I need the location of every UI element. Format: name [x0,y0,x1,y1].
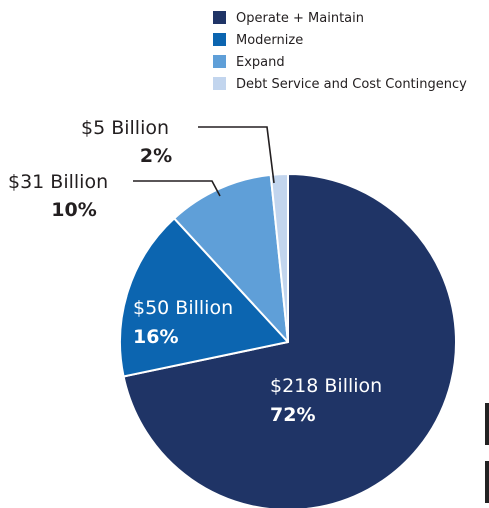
legend-label-expand[interactable]: Expand [236,55,285,70]
legend: Operate + Maintain Modernize Expand Debt… [213,11,467,92]
pie-slice-debt-service-and-cost-contingency[interactable] [269,173,289,343]
legend-swatch-operate-maintain [213,11,226,24]
legend-swatch-modernize [213,33,226,46]
data-label-modernize-value: $50 Billion [133,297,233,319]
data-label-expand-value: $31 Billion [8,171,108,193]
legend-label-debt-service[interactable]: Debt Service and Cost Contingency [236,77,467,92]
data-label-operate-maintain-percent: 72% [270,404,315,426]
legend-swatch-expand [213,55,226,68]
legend-label-modernize[interactable]: Modernize [236,33,303,48]
leader-line-debt-service [198,126,275,184]
edge-mark-top [485,403,489,445]
pie-slice-operate-maintain[interactable] [122,173,457,508]
data-label-expand-percent: 10% [51,199,96,221]
data-labels: $5 Billion 2% $31 Billion 10% $50 Billio… [8,117,382,426]
pie-slice-expand[interactable] [173,173,289,343]
data-label-debt-service-percent: 2% [140,145,172,167]
leader-lines [133,126,275,197]
data-label-modernize-percent: 16% [133,326,178,348]
data-label-operate-maintain-value: $218 Billion [270,375,382,397]
leader-line-expand [133,180,221,197]
legend-swatch-debt-service [213,77,226,90]
pie-slice-modernize[interactable] [119,217,289,378]
pie-slices [119,173,457,508]
legend-label-operate-maintain[interactable]: Operate + Maintain [236,11,364,26]
edge-mark-bottom [485,461,489,503]
data-label-debt-service-value: $5 Billion [81,117,169,139]
